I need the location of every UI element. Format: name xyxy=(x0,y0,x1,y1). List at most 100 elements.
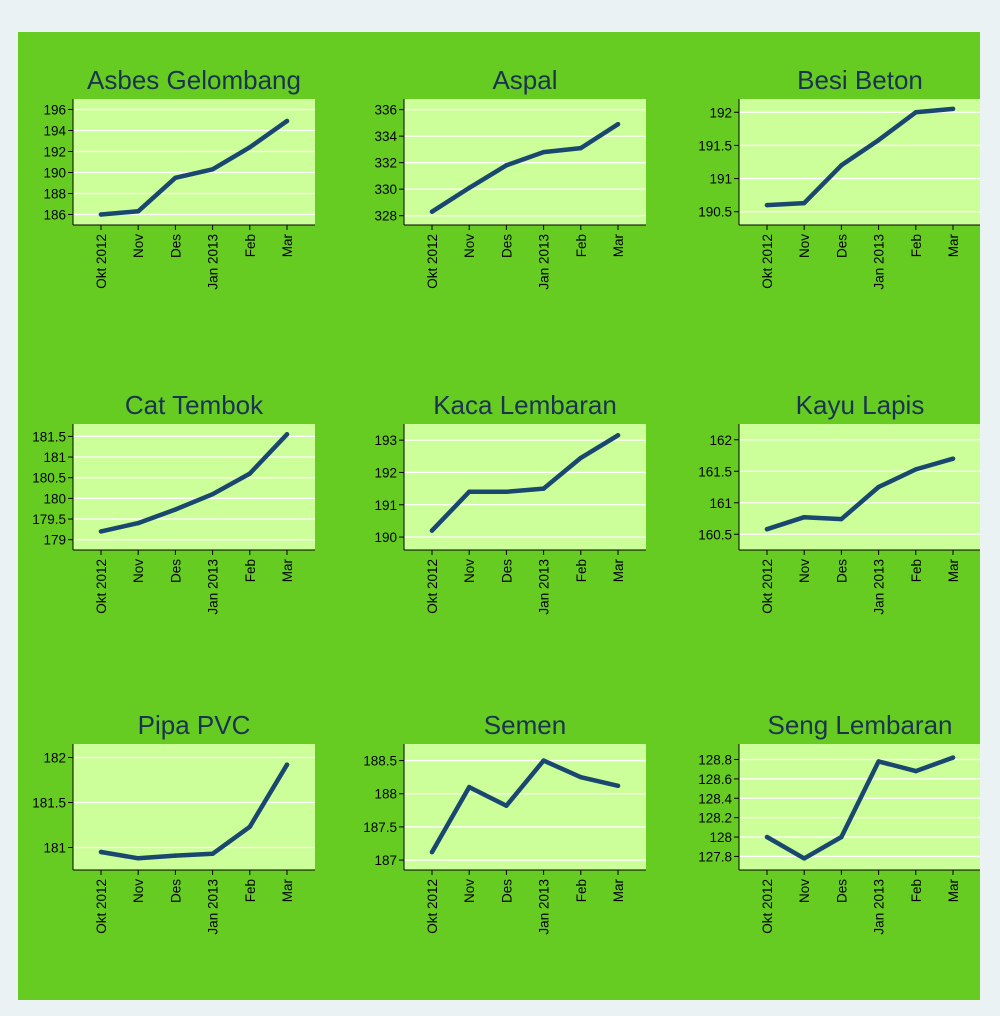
y-tick-label: 187 xyxy=(374,853,397,868)
data-point xyxy=(876,137,881,143)
y-tick-label: 180.5 xyxy=(32,471,66,486)
y-tick-label: 328 xyxy=(374,209,397,224)
x-tick-label: Okt 2012 xyxy=(760,234,775,289)
series-line xyxy=(764,456,956,532)
y-tick-label: 182 xyxy=(43,751,66,766)
data-point xyxy=(764,202,770,208)
chart-title: Aspal xyxy=(492,65,557,95)
y-tick-label: 181 xyxy=(43,450,66,465)
x-tick-label: Nov xyxy=(131,559,146,583)
data-point xyxy=(247,824,252,829)
data-point xyxy=(136,209,141,214)
data-point xyxy=(284,432,290,437)
data-point xyxy=(802,515,807,520)
data-point xyxy=(839,834,844,840)
x-tick-label: Jan 2013 xyxy=(206,879,221,935)
y-tick-label: 190 xyxy=(43,166,66,181)
chart-title: Kayu Lapis xyxy=(796,390,925,420)
data-point xyxy=(578,145,583,151)
y-tick-label: 181.5 xyxy=(32,429,66,444)
series-line xyxy=(429,121,621,214)
data-point xyxy=(950,755,956,760)
x-tick-label: Des xyxy=(168,559,183,583)
data-point xyxy=(541,149,546,155)
y-tick-label: 180 xyxy=(43,491,66,506)
series-line xyxy=(429,433,621,533)
plot-area xyxy=(73,744,315,870)
plot-area xyxy=(404,744,646,870)
x-tick-label: Nov xyxy=(131,879,146,903)
x-tick-label: Feb xyxy=(909,879,924,902)
x-tick-label: Okt 2012 xyxy=(425,879,440,934)
x-tick-label: Jan 2013 xyxy=(206,559,221,615)
y-tick-label: 188.5 xyxy=(363,754,397,769)
data-point xyxy=(578,774,583,780)
y-tick-label: 190 xyxy=(374,530,397,545)
data-point xyxy=(504,163,509,168)
series-line xyxy=(429,758,621,855)
y-tick-label: 192 xyxy=(709,105,732,120)
x-tick-label: Jan 2013 xyxy=(872,559,887,615)
x-tick-label: Okt 2012 xyxy=(425,234,440,289)
series-line xyxy=(98,432,290,534)
y-tick-label: 192 xyxy=(43,145,66,160)
x-tick-label: Feb xyxy=(574,879,589,902)
data-point xyxy=(913,768,918,774)
data-point xyxy=(876,484,881,490)
y-tick-label: 188 xyxy=(43,187,66,202)
x-tick-label: Okt 2012 xyxy=(94,559,109,614)
y-tick-label: 196 xyxy=(43,103,66,118)
y-tick-label: 194 xyxy=(43,124,66,139)
y-tick-label: 127.8 xyxy=(698,849,732,864)
data-point xyxy=(839,163,844,168)
y-tick-label: 336 xyxy=(374,103,397,118)
data-point xyxy=(578,455,583,461)
chart-title: Cat Tembok xyxy=(125,390,264,420)
y-tick-label: 162 xyxy=(709,433,732,448)
data-point xyxy=(210,851,215,856)
chart-panel: Semen 188.5 188 187.5 187 Okt 2012 Nov Des Jan 2… xyxy=(363,710,646,935)
chart-title: Kaca Lembaran xyxy=(433,390,617,420)
y-tick-label: 191.5 xyxy=(698,138,732,153)
x-tick-label: Jan 2013 xyxy=(206,234,221,290)
y-tick-label: 128 xyxy=(709,830,732,845)
chart-panel: Seng Lembaran 128.8 128.6 128.4 128.2 128 127.… xyxy=(698,710,980,935)
y-tick-label: 193 xyxy=(374,433,397,448)
figure-background: Asbes Gelombang 196 194 192 190 188 186 Okt 201… xyxy=(18,32,980,1000)
x-tick-label: Des xyxy=(834,879,849,903)
x-tick-label: Nov xyxy=(462,234,477,258)
x-tick-label: Mar xyxy=(611,878,626,902)
x-tick-label: Feb xyxy=(243,879,258,902)
data-point xyxy=(210,167,215,172)
y-tick-label: 334 xyxy=(374,129,397,144)
x-tick-label: Okt 2012 xyxy=(760,559,775,614)
plot-area xyxy=(739,744,980,870)
x-tick-label: Feb xyxy=(574,234,589,257)
series-line xyxy=(98,762,290,861)
x-tick-label: Mar xyxy=(946,558,961,582)
x-tick-label: Mar xyxy=(946,878,961,902)
y-tick-label: 330 xyxy=(374,182,397,197)
data-point xyxy=(467,489,472,495)
data-point xyxy=(541,486,546,491)
chart-panel: Cat Tembok 181.5 181 180.5 180 179.5 179 Okt 20… xyxy=(32,390,315,615)
x-tick-label: Feb xyxy=(909,559,924,582)
x-tick-label: Des xyxy=(834,559,849,583)
x-tick-label: Feb xyxy=(574,559,589,582)
y-tick-label: 181 xyxy=(43,841,66,856)
x-tick-label: Des xyxy=(168,879,183,903)
x-tick-label: Jan 2013 xyxy=(537,234,552,290)
data-point xyxy=(839,516,844,522)
y-tick-label: 191 xyxy=(709,172,732,187)
x-tick-label: Des xyxy=(499,234,514,258)
data-point xyxy=(173,507,178,512)
x-tick-label: Okt 2012 xyxy=(425,559,440,614)
y-tick-label: 128.2 xyxy=(698,811,732,826)
data-point xyxy=(764,834,770,840)
y-tick-label: 332 xyxy=(374,156,397,171)
chart-panel: Aspal 336 334 332 330 328 Okt 2012 Nov Des Jan 20… xyxy=(374,65,646,290)
x-tick-label: Des xyxy=(499,559,514,583)
chart-title: Asbes Gelombang xyxy=(87,65,301,95)
chart-title: Seng Lembaran xyxy=(767,710,952,740)
data-point xyxy=(210,492,215,497)
